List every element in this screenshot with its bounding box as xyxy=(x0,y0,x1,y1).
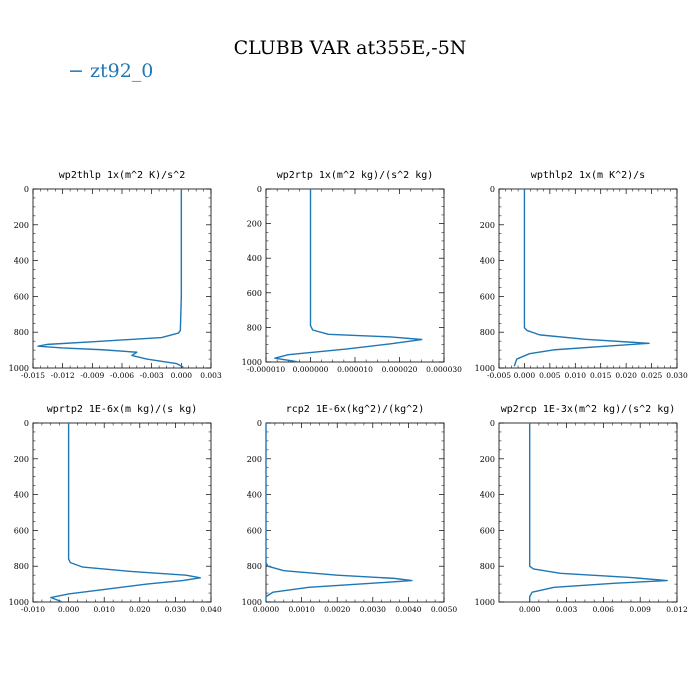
x-tick-label: -0.000010 xyxy=(247,365,286,374)
x-tick-label: -0.009 xyxy=(80,371,104,380)
y-tick-label: 400 xyxy=(14,491,29,500)
y-tick-label: 1000 xyxy=(475,364,495,373)
y-tick-label: 400 xyxy=(247,254,262,263)
panel-3: wpthlp2 1x(m K^2)/s 0 200 400 600 800 1000-0.0… xyxy=(475,170,688,380)
x-tick-label: 0.000020 xyxy=(382,365,418,374)
y-tick-label: 400 xyxy=(480,491,495,500)
x-tick-label: 0.030 xyxy=(666,371,688,380)
x-tick-label: 0.030 xyxy=(165,605,187,614)
x-tick-label: -0.015 xyxy=(21,371,45,380)
plot-frame xyxy=(265,422,445,603)
y-tick-label: 0 xyxy=(24,185,29,194)
y-tick-label: 600 xyxy=(247,526,262,535)
x-tick-label: 0.0030 xyxy=(360,605,386,614)
y-tick-label: 200 xyxy=(14,455,29,464)
x-tick-label: 0.012 xyxy=(666,605,688,614)
x-tick-label: 0.015 xyxy=(590,371,612,380)
panel-4: wprtp2 1E-6x(m kg)/(s kg) 0 200 400 600 800 10… xyxy=(9,404,222,614)
x-tick-label: 0.0010 xyxy=(288,605,314,614)
y-tick-label: 800 xyxy=(480,562,495,571)
y-tick-label: 400 xyxy=(480,257,495,266)
x-tick-label: 0.006 xyxy=(593,605,615,614)
series-line-zt92_0 xyxy=(513,189,650,367)
y-tick-label: 1000 xyxy=(9,364,29,373)
x-tick-label: 0.000000 xyxy=(293,365,329,374)
plot-frame xyxy=(32,188,212,369)
x-tick-label: 0.0040 xyxy=(395,605,421,614)
x-tick-label: 0.000 xyxy=(58,605,80,614)
x-tick-label: 0.003 xyxy=(556,605,578,614)
x-tick-label: 0.0050 xyxy=(431,605,457,614)
y-tick-label: 1000 xyxy=(242,598,262,607)
y-tick-label: 0 xyxy=(257,185,262,194)
y-tick-label: 600 xyxy=(480,526,495,535)
y-tick-label: 0 xyxy=(490,185,495,194)
y-tick-label: 800 xyxy=(14,562,29,571)
x-tick-label: 0.005 xyxy=(539,371,561,380)
x-tick-label: 0.020 xyxy=(129,605,151,614)
panel-title: wprtp2 1E-6x(m kg)/(s kg) xyxy=(47,404,198,415)
series-line-zt92_0 xyxy=(265,423,413,602)
series-line-zt92_0 xyxy=(274,189,423,363)
x-tick-label: -0.005 xyxy=(487,371,511,380)
y-tick-label: 200 xyxy=(247,220,262,229)
y-tick-label: 800 xyxy=(480,328,495,337)
x-tick-label: -0.006 xyxy=(110,371,134,380)
y-tick-label: 400 xyxy=(14,257,29,266)
y-tick-label: 600 xyxy=(14,292,29,301)
x-tick-label: 0.003 xyxy=(200,371,222,380)
x-tick-label: 0.000010 xyxy=(337,365,373,374)
series-line-zt92_0 xyxy=(50,423,202,603)
panel-title: rcp2 1E-6x(kg^2)/(kg^2) xyxy=(286,404,424,415)
x-tick-label: 0.040 xyxy=(200,605,222,614)
x-tick-label: 0.010 xyxy=(565,371,587,380)
y-tick-label: 800 xyxy=(14,328,29,337)
y-tick-label: 0 xyxy=(24,419,29,428)
y-tick-label: 200 xyxy=(14,221,29,230)
panel-6: wp2rcp 1E-3x(m^2 kg)/(s^2 kg) 0 200 400 600 8… xyxy=(475,404,688,614)
y-tick-label: 800 xyxy=(247,323,262,332)
panel-title: wp2thlp 1x(m^2 K)/s^2 xyxy=(59,170,185,181)
x-tick-label: 0.0000 xyxy=(253,605,279,614)
y-tick-label: 200 xyxy=(480,455,495,464)
y-tick-label: 1000 xyxy=(242,358,262,367)
y-tick-label: 600 xyxy=(14,526,29,535)
x-tick-label: 0.000030 xyxy=(426,365,462,374)
panel-1: wp2thlp 1x(m^2 K)/s^202004006008001000-0… xyxy=(9,170,222,380)
plot-frame xyxy=(498,188,678,369)
legend-entry: − zt92_0 xyxy=(68,60,153,82)
y-tick-label: 200 xyxy=(247,455,262,464)
x-tick-label: 0.000 xyxy=(514,371,536,380)
panel-2: wp2rtp 1x(m^2 kg)/(s^2 kg) 0 200 400 600 800 1… xyxy=(242,170,462,374)
y-tick-label: 200 xyxy=(480,221,495,230)
y-tick-label: 1000 xyxy=(9,598,29,607)
x-tick-label: 0.009 xyxy=(629,605,651,614)
y-tick-label: 400 xyxy=(247,491,262,500)
x-tick-label: 0.000 xyxy=(519,605,541,614)
x-tick-label: -0.010 xyxy=(21,605,45,614)
series-line-zt92_0 xyxy=(528,423,668,602)
y-tick-label: 0 xyxy=(257,419,262,428)
panel-title: wp2rcp 1E-3x(m^2 kg)/(s^2 kg) xyxy=(501,404,676,415)
x-tick-label: -0.012 xyxy=(51,371,75,380)
series-line-zt92_0 xyxy=(37,189,184,368)
x-tick-label: 0.025 xyxy=(641,371,663,380)
panel-5: rcp2 1E-6x(kg^2)/(kg^2) 0 200 400 600 800 1000… xyxy=(242,404,458,614)
y-tick-label: 800 xyxy=(247,562,262,571)
figure-title: CLUBB VAR at355E,-5N xyxy=(234,37,467,59)
x-tick-label: 0.020 xyxy=(615,371,637,380)
y-tick-label: 0 xyxy=(490,419,495,428)
panel-title: wpthlp2 1x(m K^2)/s xyxy=(531,170,645,181)
y-tick-label: 1000 xyxy=(475,598,495,607)
x-tick-label: 0.0020 xyxy=(324,605,350,614)
y-tick-label: 600 xyxy=(247,289,262,298)
x-tick-label: 0.010 xyxy=(93,605,115,614)
y-tick-label: 600 xyxy=(480,292,495,301)
x-tick-label: -0.003 xyxy=(140,371,164,380)
panel-title: wp2rtp 1x(m^2 kg)/(s^2 kg) xyxy=(277,170,434,181)
x-tick-label: 0.000 xyxy=(171,371,193,380)
